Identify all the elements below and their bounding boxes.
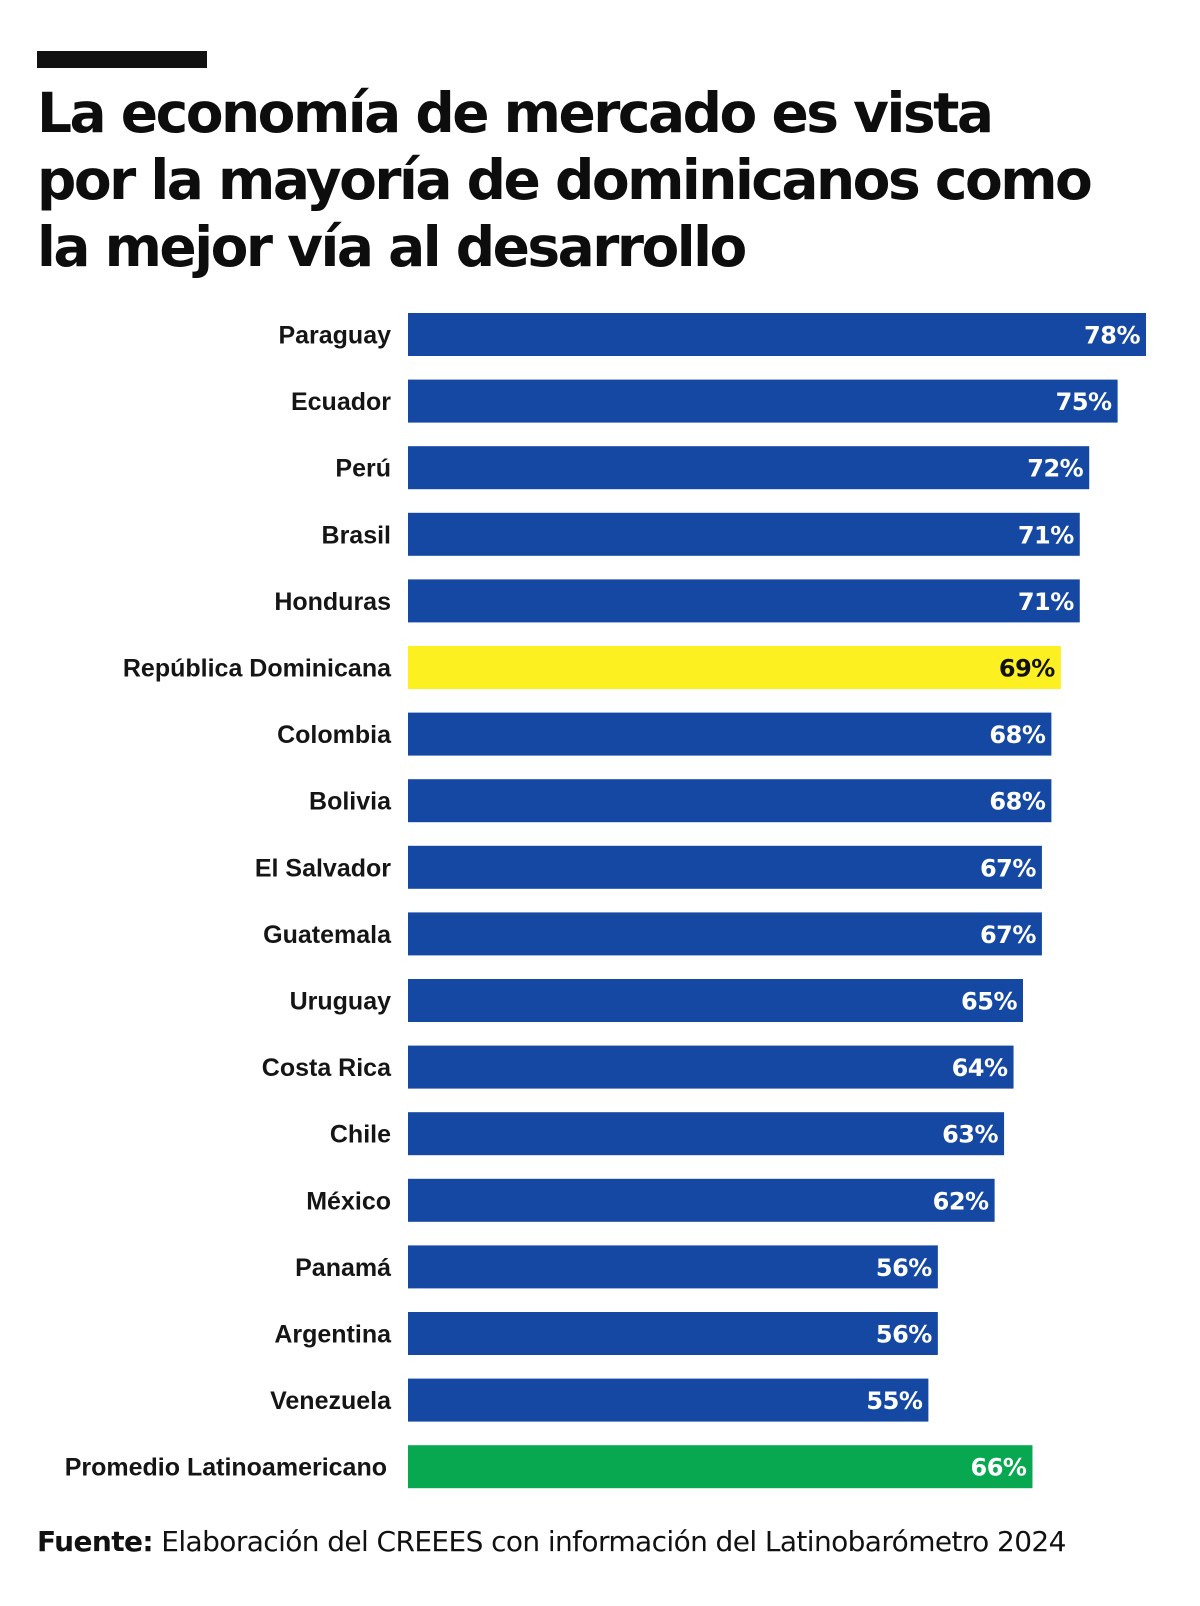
- value-label-el-salvador: 67%: [980, 854, 1036, 882]
- chart-title-line-3: la mejor vía al desarrollo: [37, 215, 747, 279]
- category-label-republica-dominicana: República Dominicana: [123, 655, 392, 683]
- value-label-promedio-latinoamericano: 66%: [971, 1454, 1027, 1482]
- value-label-uruguay: 65%: [961, 988, 1017, 1016]
- category-label-colombia: Colombia: [277, 721, 392, 749]
- value-label-ecuador: 75%: [1056, 388, 1112, 416]
- value-label-brasil: 71%: [1018, 521, 1074, 549]
- bar-argentina: [408, 1312, 938, 1355]
- category-label-argentina: Argentina: [274, 1321, 392, 1349]
- category-label-peru: Perú: [335, 455, 391, 483]
- value-label-costa-rica: 64%: [952, 1054, 1008, 1082]
- bar-colombia: [408, 712, 1052, 756]
- value-label-honduras: 71%: [1018, 588, 1074, 616]
- bar-republica-dominicana: [408, 646, 1061, 689]
- value-label-colombia: 68%: [989, 721, 1045, 749]
- bar-brasil: [408, 512, 1080, 556]
- bar-peru: [408, 446, 1090, 490]
- chart-title-line-2: por la mayoría de dominicanos como: [37, 148, 1093, 212]
- value-label-chile: 63%: [942, 1121, 998, 1149]
- category-label-uruguay: Uruguay: [290, 988, 392, 1016]
- value-label-panama: 56%: [876, 1254, 932, 1282]
- value-label-republica-dominicana: 69%: [999, 655, 1055, 683]
- category-label-chile: Chile: [330, 1121, 391, 1149]
- bar-mexico: [408, 1178, 995, 1222]
- category-label-mexico: México: [306, 1187, 391, 1215]
- category-label-costa-rica: Costa Rica: [262, 1054, 392, 1082]
- bar-el-salvador: [408, 845, 1042, 889]
- value-label-mexico: 62%: [933, 1187, 989, 1215]
- category-label-venezuela: Venezuela: [270, 1387, 392, 1415]
- bar-venezuela: [408, 1378, 929, 1422]
- chart-title: La economía de mercado es vista por la m…: [37, 80, 1157, 281]
- bar-honduras: [408, 579, 1080, 623]
- value-label-paraguay: 78%: [1084, 322, 1140, 350]
- bar-chile: [408, 1112, 1005, 1156]
- source-note: Fuente: Elaboración del CREEES con infor…: [37, 1525, 1066, 1558]
- bar-costa-rica: [408, 1045, 1014, 1089]
- category-label-promedio-latinoamericano: Promedio Latinoamericano: [65, 1454, 387, 1482]
- bar-paraguay: [408, 313, 1146, 356]
- category-label-bolivia: Bolivia: [309, 788, 392, 816]
- value-label-guatemala: 67%: [980, 921, 1036, 949]
- bar-bolivia: [408, 779, 1052, 823]
- category-label-panama: Panamá: [295, 1254, 391, 1282]
- value-label-bolivia: 68%: [989, 788, 1045, 816]
- value-label-venezuela: 55%: [866, 1387, 922, 1415]
- bar-uruguay: [408, 979, 1023, 1022]
- value-label-peru: 72%: [1027, 455, 1083, 483]
- category-label-guatemala: Guatemala: [263, 921, 392, 949]
- source-label: Fuente:: [37, 1525, 154, 1558]
- source-text: Elaboración del CREEES con información d…: [161, 1525, 1066, 1558]
- category-label-paraguay: Paraguay: [278, 322, 391, 350]
- bar-ecuador: [408, 379, 1118, 423]
- category-label-honduras: Honduras: [274, 588, 391, 616]
- category-label-el-salvador: El Salvador: [255, 854, 391, 882]
- chart-title-line-1: La economía de mercado es vista: [37, 81, 994, 145]
- category-label-brasil: Brasil: [322, 521, 391, 549]
- value-label-argentina: 56%: [876, 1321, 932, 1349]
- category-label-ecuador: Ecuador: [291, 388, 391, 416]
- bar-promedio-latinoamericano: [408, 1445, 1033, 1489]
- title-rule: [37, 51, 207, 68]
- bar-panama: [408, 1245, 938, 1289]
- bar-guatemala: [408, 912, 1042, 956]
